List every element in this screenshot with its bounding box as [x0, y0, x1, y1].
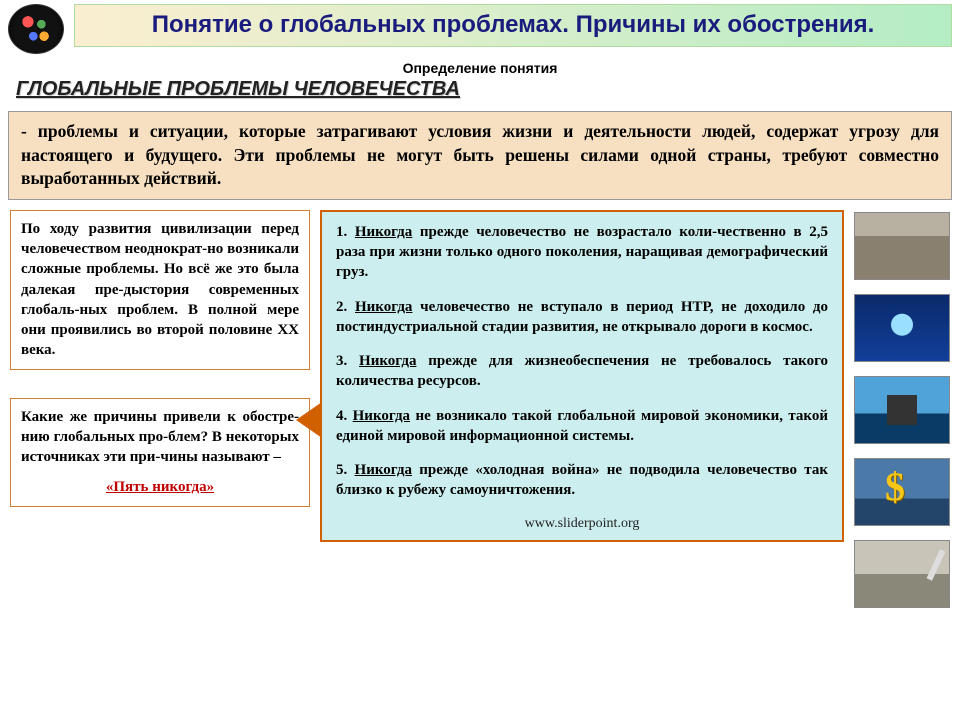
never-list: 1. Никогда прежде человечество не возрас… — [336, 222, 828, 501]
thumb-crowd — [854, 212, 950, 280]
thumb-space — [854, 294, 950, 362]
never-keyword: Никогда — [353, 408, 410, 424]
never-keyword: Никогда — [359, 353, 416, 369]
never-keyword: Никогда — [355, 299, 412, 315]
globe-flags-icon — [8, 4, 64, 54]
never-keyword: Никогда — [355, 462, 412, 478]
thumb-missile — [854, 540, 950, 608]
main-content-row: По ходу развития цивилизации перед челов… — [0, 210, 960, 608]
thumb-dollar — [854, 458, 950, 526]
never-item-number: 1. — [336, 224, 355, 240]
never-item-text: не возникало такой глобальной мировой эк… — [336, 408, 828, 444]
never-item: 2. Никогда человечество не вступало в пе… — [336, 297, 828, 338]
subtitle: Определение понятия — [0, 60, 960, 76]
definition-box: - проблемы и ситуации, которые затрагива… — [8, 111, 952, 200]
never-item: 1. Никогда прежде человечество не возрас… — [336, 222, 828, 283]
never-item-number: 5. — [336, 462, 355, 478]
thumbnails-column — [854, 210, 952, 608]
header-row: Понятие о глобальных проблемах. Причины … — [0, 0, 960, 54]
never-item: 5. Никогда прежде «холодная война» не по… — [336, 460, 828, 501]
never-item-number: 2. — [336, 299, 355, 315]
five-never-label: «Пять никогда» — [21, 477, 299, 497]
five-never-callout: 1. Никогда прежде человечество не возрас… — [320, 210, 844, 542]
thumb-oil-rig — [854, 376, 950, 444]
history-text: По ходу развития цивилизации перед челов… — [21, 221, 299, 359]
section-heading: ГЛОБАЛЬНЫЕ ПРОБЛЕМЫ ЧЕЛОВЕЧЕСТВА — [0, 76, 960, 107]
never-item: 4. Никогда не возникало такой глобальной… — [336, 406, 828, 447]
never-item: 3. Никогда прежде для жизнеобеспечения н… — [336, 351, 828, 392]
history-box: По ходу развития цивилизации перед челов… — [10, 210, 310, 370]
page-title: Понятие о глобальных проблемах. Причины … — [74, 4, 952, 47]
question-text: Какие же причины привели к обостре-нию г… — [21, 409, 299, 466]
never-item-number: 4. — [336, 408, 353, 424]
never-item-number: 3. — [336, 353, 359, 369]
left-column: По ходу развития цивилизации перед челов… — [10, 210, 310, 507]
question-box: Какие же причины привели к обостре-нию г… — [10, 398, 310, 507]
never-keyword: Никогда — [355, 224, 412, 240]
site-credit: www.sliderpoint.org — [336, 515, 828, 534]
